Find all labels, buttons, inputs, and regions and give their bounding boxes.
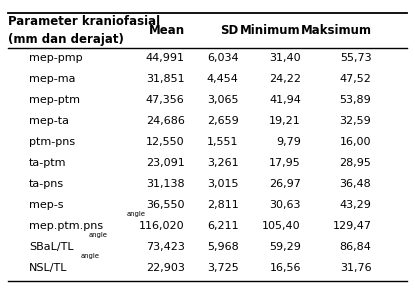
Text: ta-ptm: ta-ptm bbox=[29, 158, 66, 168]
Text: 6,211: 6,211 bbox=[207, 221, 239, 231]
Text: 24,22: 24,22 bbox=[269, 74, 301, 84]
Text: 17,95: 17,95 bbox=[269, 158, 301, 168]
Text: 5,968: 5,968 bbox=[207, 242, 239, 252]
Text: 24,686: 24,686 bbox=[146, 116, 185, 126]
Text: SD: SD bbox=[220, 24, 239, 37]
Text: mep-ta: mep-ta bbox=[29, 116, 69, 126]
Text: 6,034: 6,034 bbox=[207, 54, 239, 63]
Text: SBaL/TL: SBaL/TL bbox=[29, 242, 74, 252]
Text: 47,356: 47,356 bbox=[146, 95, 185, 105]
Text: mep-pmp: mep-pmp bbox=[29, 54, 83, 63]
Text: 43,29: 43,29 bbox=[339, 200, 371, 210]
Text: 53,89: 53,89 bbox=[339, 95, 371, 105]
Text: 32,59: 32,59 bbox=[339, 116, 371, 126]
Text: 36,48: 36,48 bbox=[339, 179, 371, 189]
Text: 2,659: 2,659 bbox=[207, 116, 239, 126]
Text: mep-s: mep-s bbox=[29, 200, 63, 210]
Text: 16,56: 16,56 bbox=[269, 263, 301, 273]
Text: 3,261: 3,261 bbox=[207, 158, 239, 168]
Text: 4,454: 4,454 bbox=[207, 74, 239, 84]
Text: 2,811: 2,811 bbox=[207, 200, 239, 210]
Text: 31,40: 31,40 bbox=[269, 54, 301, 63]
Text: angle: angle bbox=[127, 211, 146, 217]
Text: 26,97: 26,97 bbox=[269, 179, 301, 189]
Text: 116,020: 116,020 bbox=[139, 221, 185, 231]
Text: Mean: Mean bbox=[149, 24, 185, 37]
Text: 86,84: 86,84 bbox=[339, 242, 371, 252]
Text: ta-pns: ta-pns bbox=[29, 179, 64, 189]
Text: 129,47: 129,47 bbox=[332, 221, 371, 231]
Text: 23,091: 23,091 bbox=[146, 158, 185, 168]
Text: NSL/TL: NSL/TL bbox=[29, 263, 68, 273]
Text: 73,423: 73,423 bbox=[146, 242, 185, 252]
Text: 28,95: 28,95 bbox=[339, 158, 371, 168]
Text: mep-ma: mep-ma bbox=[29, 74, 76, 84]
Text: 3,015: 3,015 bbox=[207, 179, 239, 189]
Text: 19,21: 19,21 bbox=[269, 116, 301, 126]
Text: 9,79: 9,79 bbox=[276, 137, 301, 147]
Text: 41,94: 41,94 bbox=[269, 95, 301, 105]
Text: mep-ptm: mep-ptm bbox=[29, 95, 80, 105]
Text: Minimum: Minimum bbox=[240, 24, 301, 37]
Text: 22,903: 22,903 bbox=[146, 263, 185, 273]
Text: Maksimum: Maksimum bbox=[300, 24, 371, 37]
Text: 36,550: 36,550 bbox=[146, 200, 185, 210]
Text: 31,138: 31,138 bbox=[146, 179, 185, 189]
Text: 31,76: 31,76 bbox=[340, 263, 371, 273]
Text: 3,725: 3,725 bbox=[207, 263, 239, 273]
Text: 44,991: 44,991 bbox=[146, 54, 185, 63]
Text: ptm-pns: ptm-pns bbox=[29, 137, 75, 147]
Text: 30,63: 30,63 bbox=[269, 200, 301, 210]
Text: (mm dan derajat): (mm dan derajat) bbox=[8, 33, 124, 46]
Text: Parameter kraniofasial: Parameter kraniofasial bbox=[8, 15, 161, 28]
Text: 1,551: 1,551 bbox=[207, 137, 239, 147]
Text: 31,851: 31,851 bbox=[146, 74, 185, 84]
Text: mep.ptm.pns: mep.ptm.pns bbox=[29, 221, 103, 231]
Text: 55,73: 55,73 bbox=[340, 54, 371, 63]
Text: 59,29: 59,29 bbox=[269, 242, 301, 252]
Text: 3,065: 3,065 bbox=[207, 95, 239, 105]
Text: angle: angle bbox=[81, 253, 100, 259]
Text: 47,52: 47,52 bbox=[339, 74, 371, 84]
Text: 16,00: 16,00 bbox=[340, 137, 371, 147]
Text: angle: angle bbox=[89, 232, 108, 238]
Text: 12,550: 12,550 bbox=[146, 137, 185, 147]
Text: 105,40: 105,40 bbox=[262, 221, 301, 231]
